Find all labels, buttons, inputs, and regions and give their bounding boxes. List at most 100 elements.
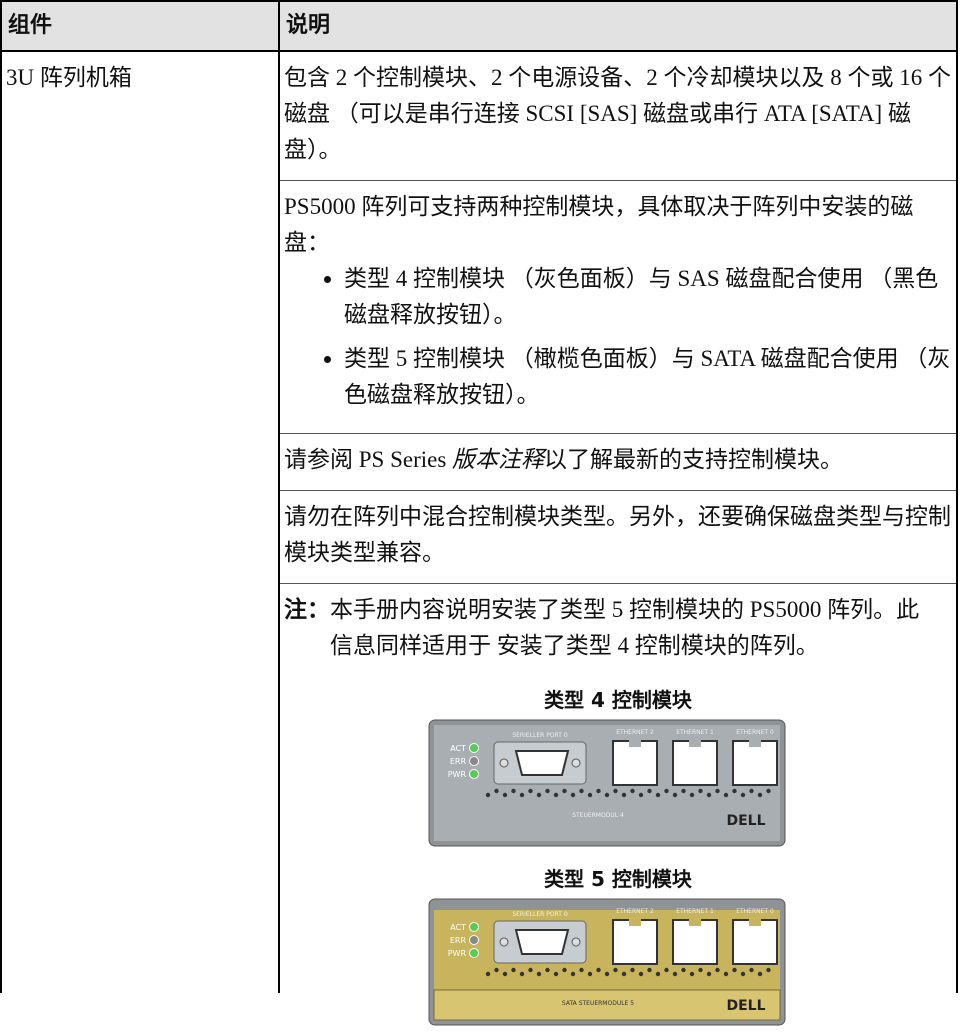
vent (519, 971, 525, 977)
column-divider (278, 0, 280, 993)
vent (681, 967, 686, 973)
vent (757, 971, 763, 977)
module-face (434, 725, 780, 841)
serial-label: SERIELLER PORT 0 (512, 911, 568, 918)
led-label: ACT (450, 744, 466, 753)
note-label: 注： (284, 597, 330, 622)
header-cell: 说明 (278, 0, 956, 52)
header-cell: 组件 (2, 0, 278, 52)
screw (499, 937, 509, 947)
screw (571, 937, 581, 947)
vent (502, 971, 508, 977)
ethernet-port (732, 919, 778, 965)
led-label: ERR (450, 936, 467, 945)
vent (485, 971, 491, 977)
ethernet-clip (629, 739, 641, 747)
vent (655, 792, 661, 798)
vent (587, 971, 593, 977)
brand: DELL (726, 813, 765, 829)
vent (528, 967, 533, 973)
led (469, 769, 479, 779)
ethernet-port (612, 740, 658, 786)
led-label: ERR (450, 757, 467, 766)
brand: DELL (726, 998, 765, 1014)
doc-title: 版本注释 (452, 447, 545, 472)
led-label: PWR (448, 770, 467, 779)
vent (613, 967, 618, 973)
paragraph: 包含 2 个控制模块、2 个电源设备、2 个冷却模块以及 8 个或 16 个磁盘… (280, 52, 956, 181)
control-module-image: ACT ERR PWR SERIELLER PORT 0 ETHERNET 2 ETHER… (428, 719, 786, 847)
led (469, 948, 479, 958)
vent (579, 788, 584, 794)
vent (638, 971, 644, 977)
vent (740, 792, 746, 798)
vent (596, 967, 601, 973)
vent (570, 971, 576, 977)
vent (519, 792, 525, 798)
description-cell: 包含 2 个控制模块、2 个电源设备、2 个冷却模块以及 8 个或 16 个磁盘… (280, 52, 956, 1034)
ethernet-port (732, 740, 778, 786)
ethernet-clip (749, 918, 761, 926)
vent (528, 788, 533, 794)
vent (630, 967, 635, 973)
ethernet-label: ETHERNET 2 (616, 908, 654, 915)
vent (749, 788, 754, 794)
vent (604, 792, 610, 798)
vent (766, 967, 771, 973)
vent (689, 971, 695, 977)
vent (545, 967, 550, 973)
component-cell: 3U 阵列机箱 (6, 65, 132, 90)
vent (647, 788, 652, 794)
vent (715, 967, 720, 973)
module-name: SATA STEUERMODULE 5 (562, 1000, 634, 1007)
vent (613, 788, 618, 794)
vent (706, 792, 712, 798)
vent (562, 967, 567, 973)
led-label: PWR (448, 949, 467, 958)
vent (706, 971, 712, 977)
vent (494, 967, 499, 973)
bullet: 类型 4 控制模块 （灰色面板）与 SAS 磁盘配合使用 （黑色磁盘释放按钮）。 (344, 261, 952, 333)
vent (553, 971, 559, 977)
serial-label: SERIELLER PORT 0 (512, 732, 568, 739)
vent (596, 788, 601, 794)
vent (664, 967, 669, 973)
vent (672, 971, 678, 977)
paragraph: 请参阅 PS Series 版本注释以了解最新的支持控制模块。 (280, 434, 956, 491)
vent (766, 788, 771, 794)
figures: 类型 4 控制模块 ACT ERR PWR SERIELLER PORT 0 ETHERN… (280, 684, 956, 1034)
vent (621, 792, 627, 798)
vent (689, 792, 695, 798)
text: 以了解最新的支持控制模块。 (544, 447, 844, 472)
vent (732, 967, 737, 973)
vent (715, 788, 720, 794)
vent (749, 967, 754, 973)
vent (579, 967, 584, 973)
paragraph: 请勿在阵列中混合控制模块类型。另外，还要确保磁盘类型与控制模块类型兼容。 (280, 491, 956, 584)
vent (485, 792, 491, 798)
vent (664, 788, 669, 794)
vent (638, 792, 644, 798)
bullet-list: 类型 4 控制模块 （灰色面板）与 SAS 磁盘配合使用 （黑色磁盘释放按钮）。… (284, 261, 952, 413)
module-name: STEUERMODUL 4 (572, 812, 624, 819)
vent (757, 792, 763, 798)
ethernet-label: ETHERNET 1 (676, 729, 714, 736)
vent (698, 788, 703, 794)
vent (647, 967, 652, 973)
led (469, 743, 479, 753)
note-text: 本手册内容说明安装了类型 5 控制模块的 PS5000 阵列。此信息同样适用于 … (330, 597, 920, 658)
vent (536, 971, 542, 977)
paragraph: PS5000 阵列可支持两种控制模块，具体取决于阵列中安装的磁盘： 类型 4 控… (280, 181, 956, 434)
led (469, 922, 479, 932)
ethernet-label: ETHERNET 0 (736, 729, 774, 736)
bullet: 类型 5 控制模块 （橄榄色面板）与 SATA 磁盘配合使用 （灰色磁盘释放按钮… (344, 341, 952, 413)
table: 组件 说明 3U 阵列机箱 包含 2 个控制模块、2 个电源设备、2 个冷却模块… (0, 0, 958, 993)
led-label: ACT (450, 923, 466, 932)
ethernet-port (672, 740, 718, 786)
vent (655, 971, 661, 977)
page: 组件 说明 3U 阵列机箱 包含 2 个控制模块、2 个电源设备、2 个冷却模块… (0, 0, 960, 993)
ethernet-clip (689, 739, 701, 747)
figure-caption: 类型 5 控制模块 (544, 867, 692, 891)
screw (571, 758, 581, 768)
vent (681, 788, 686, 794)
